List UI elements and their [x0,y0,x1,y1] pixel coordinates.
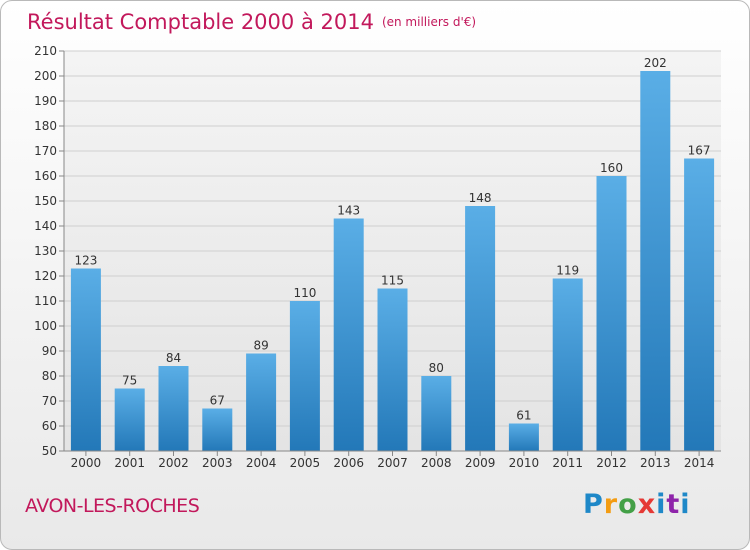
y-tick-label: 210 [34,44,57,58]
chart-title: Résultat Comptable 2000 à 2014 (en millie… [27,7,476,37]
x-tick-label: 2005 [290,456,321,470]
y-tick-label: 200 [34,69,57,83]
bar-2002 [158,366,189,451]
chart-subtitle: (en milliers d'€) [381,15,477,29]
bar-2006 [333,218,364,451]
y-tick-label: 50 [42,444,57,458]
bar-2011 [552,278,583,451]
bar-2000 [70,268,101,451]
proxiti-logo[interactable]: Proxiti [583,489,691,520]
data-label: 67 [210,394,225,408]
bar-2001 [114,388,145,451]
bar-2007 [377,288,408,451]
y-tick-label: 170 [34,144,57,158]
data-label: 115 [381,274,404,288]
data-label: 119 [556,264,579,278]
y-axis: 50 60 70 80 90 100 110 120 130 140 150 160 170 180 190… [34,44,65,458]
x-tick-label: 2014 [684,456,715,470]
bars [70,71,715,451]
bar-2014 [684,158,715,451]
y-tick-label: 90 [42,344,57,358]
x-tick-label: 2003 [202,456,233,470]
y-tick-label: 180 [34,119,57,133]
data-label: 89 [253,339,268,353]
bar-2003 [202,408,233,451]
y-tick-label: 60 [42,419,57,433]
x-axis: 2000 2001 2002 2003 2004 2005 2006 2007 2008 2009… [64,450,721,470]
bar-2012 [596,176,627,451]
bar-2010 [508,423,539,451]
y-tick-label: 100 [34,319,57,333]
data-label: 143 [337,204,360,218]
data-label: 123 [74,254,97,268]
logo-letter: i [656,489,667,520]
y-tick-label: 80 [42,369,57,383]
bar-2013 [640,71,671,451]
data-label: 80 [429,361,444,375]
y-tick-label: 130 [34,244,57,258]
bar-2004 [246,353,277,451]
y-tick-label: 120 [34,269,57,283]
x-tick-label: 2000 [71,456,102,470]
logo-letter: i [680,489,691,520]
x-tick-label: 2006 [333,456,364,470]
y-tick-label: 150 [34,194,57,208]
x-tick-label: 2007 [377,456,408,470]
bar-2005 [289,301,320,451]
y-tick-label: 160 [34,169,57,183]
y-tick-label: 110 [34,294,57,308]
x-tick-label: 2001 [114,456,145,470]
x-tick-label: 2013 [640,456,671,470]
data-label: 75 [122,374,137,388]
logo-letter: x [637,489,657,520]
x-tick-label: 2004 [246,456,277,470]
commune-name: AVON-LES-ROCHES [25,495,200,517]
x-tick-label: 2008 [421,456,452,470]
data-label: 110 [293,286,316,300]
bar-2009 [465,206,496,451]
chart-title-text: Résultat Comptable 2000 à 2014 [27,10,374,34]
data-label: 202 [644,56,667,70]
x-tick-label: 2009 [465,456,496,470]
logo-letter: P [583,489,604,520]
data-label: 167 [688,144,711,158]
x-tick-label: 2011 [552,456,583,470]
x-tick-label: 2010 [509,456,540,470]
x-tick-label: 2012 [596,456,627,470]
data-label: 160 [600,161,623,175]
logo-letter: r [603,489,619,520]
logo-letter: t [666,489,681,520]
y-tick-label: 140 [34,219,57,233]
data-label: 61 [516,409,531,423]
logo-letter: o [618,489,638,520]
bar-2008 [421,376,452,451]
y-tick-label: 70 [42,394,57,408]
y-tick-label: 190 [34,94,57,108]
x-tick-label: 2002 [158,456,189,470]
data-labels: 123 75 84 67 89 110 143 115 80 148 61 119 160 202 167 [74,56,710,423]
data-label: 148 [469,191,492,205]
data-label: 84 [166,351,181,365]
